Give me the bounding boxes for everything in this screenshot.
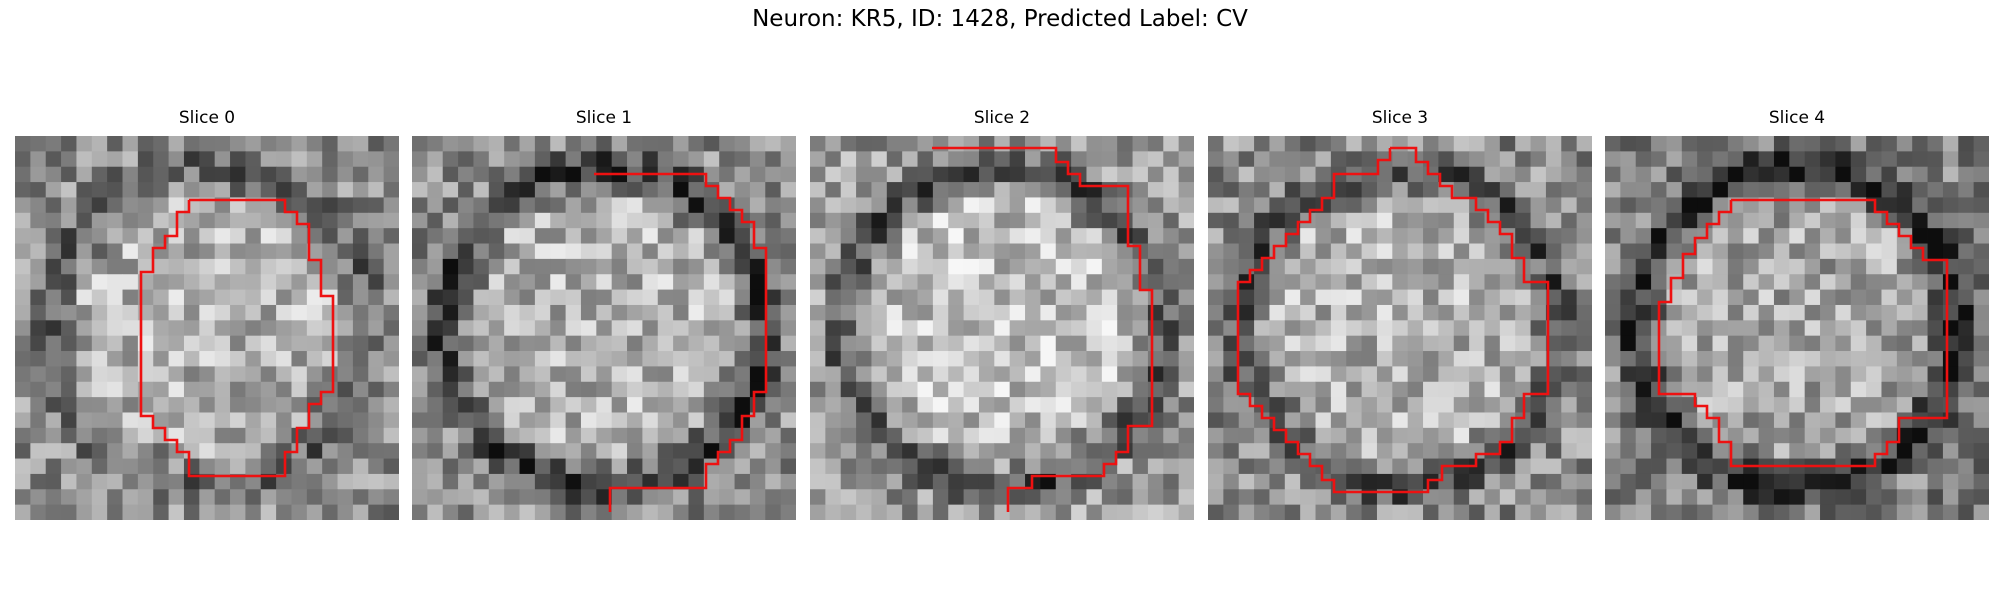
segmentation-contour (1236, 146, 1550, 494)
figure-title: Neuron: KR5, ID: 1428, Predicted Label: … (752, 6, 1248, 32)
segmentation-contour (932, 146, 1154, 512)
slice-title: Slice 4 (1768, 108, 1826, 128)
slice-image-0 (15, 136, 399, 520)
segmentation-contour (594, 172, 768, 512)
slice-image-3 (1208, 136, 1592, 520)
segmentation-contour (1657, 198, 1949, 468)
slice-image-1 (412, 136, 796, 520)
slice-title: Slice 2 (973, 108, 1031, 128)
slice-title: Slice 3 (1371, 108, 1429, 128)
slice-title: Slice 0 (178, 108, 236, 128)
slice-image-2 (810, 136, 1194, 520)
segmentation-contour (139, 198, 335, 478)
slice-title: Slice 1 (575, 108, 633, 128)
slice-image-4 (1605, 136, 1989, 520)
